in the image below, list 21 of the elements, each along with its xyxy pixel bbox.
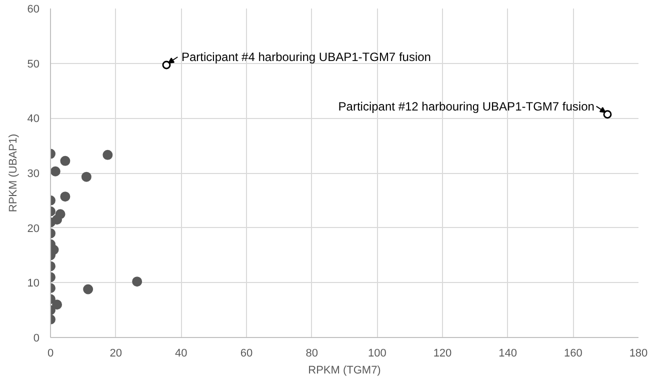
y-tick-label: 50 (27, 58, 40, 70)
x-tick-label: 0 (47, 348, 54, 360)
y-tick-label: 60 (27, 4, 40, 16)
annotation: Participant #4 harbouring UBAP1-TGM7 fusion (182, 50, 431, 64)
y-tick-label: 10 (27, 278, 40, 290)
x-tick-label: 160 (564, 348, 582, 360)
x-tick-label: 20 (110, 348, 122, 360)
x-tick-label: 100 (368, 348, 386, 360)
x-tick-label: 180 (629, 348, 648, 360)
y-tick-label: 0 (33, 332, 40, 344)
x-axis-title: RPKM (TGM7) (308, 364, 381, 376)
y-axis-title: RPKM (UBAP1) (7, 134, 20, 212)
y-tick-label: 40 (27, 113, 40, 126)
x-tick-label: 140 (498, 348, 518, 360)
x-tick-label: 80 (306, 348, 318, 360)
x-tick-label: 60 (240, 348, 253, 360)
x-tick-label: 120 (433, 348, 452, 360)
y-tick-label: 20 (27, 222, 40, 235)
annotation: Participant #12 harbouring UBAP1-TGM7 fusion (338, 99, 594, 114)
y-tick-label: 30 (27, 168, 40, 180)
x-tick-label: 40 (175, 348, 188, 360)
